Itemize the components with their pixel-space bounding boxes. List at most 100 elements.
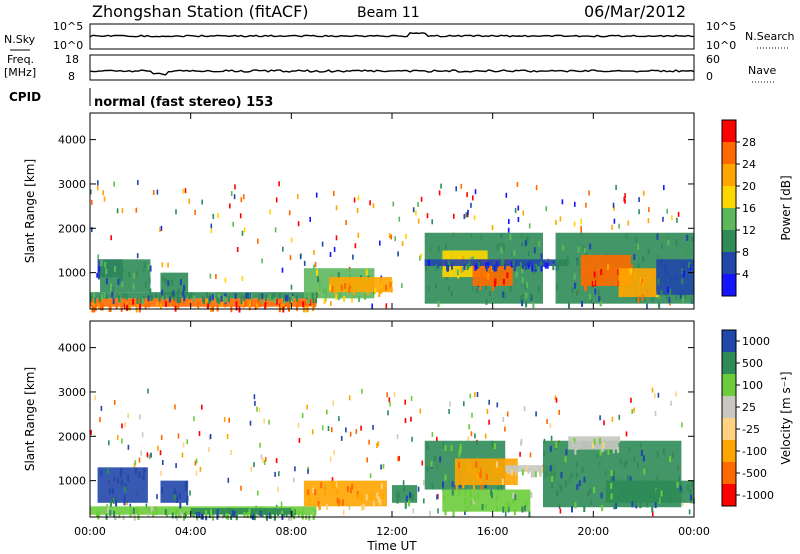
echo-cell: [446, 265, 449, 272]
echo-cell: [663, 264, 666, 271]
echo-cell: [302, 301, 305, 308]
colorbar-tick-label: 12: [742, 224, 756, 237]
echo-cell: [198, 512, 201, 519]
echo-cell: [514, 469, 517, 476]
echo-cell: [635, 499, 638, 506]
scatter-cell: [348, 395, 351, 401]
scatter-cell: [223, 416, 226, 422]
scatter-cell: [208, 447, 210, 452]
echo-cell: [502, 259, 505, 266]
scatter-cell: [335, 235, 338, 241]
echo-cell: [668, 497, 671, 504]
scatter-cell: [671, 215, 673, 221]
scatter-cell: [654, 410, 657, 416]
echo-cell: [112, 298, 115, 305]
echo-cell: [610, 470, 613, 477]
echo-cell: [500, 247, 503, 254]
scatter-cell: [677, 211, 680, 217]
scatter-cell: [121, 438, 123, 444]
echo-cell: [354, 277, 357, 284]
echo-cell: [273, 292, 276, 299]
colorbar-swatch: [722, 274, 736, 296]
echo-cell: [149, 265, 152, 272]
echo-cell: [110, 283, 113, 290]
scatter-cell: [611, 224, 613, 230]
echo-cell: [610, 266, 613, 273]
echo-cell: [317, 501, 320, 508]
scatter-cell: [198, 431, 201, 437]
scatter-cell: [333, 450, 336, 456]
echo-cell: [521, 276, 524, 283]
echo-cell: [380, 287, 383, 294]
scatter-cell: [423, 480, 425, 485]
scatter-cell: [448, 408, 450, 414]
echo-cell: [188, 293, 191, 300]
scatter-cell: [549, 423, 552, 429]
echo-cell: [662, 489, 665, 496]
scatter-cell: [156, 189, 159, 195]
echo-cell: [679, 495, 682, 502]
echo-cell: [138, 471, 141, 478]
echo-cell: [479, 284, 482, 291]
scatter-cell: [464, 510, 466, 515]
echo-cell: [97, 273, 100, 280]
echo-cell: [512, 497, 515, 504]
echo-cell: [233, 510, 236, 517]
scatter-cell: [651, 387, 654, 393]
scatter-cell: [282, 246, 284, 252]
echo-cell: [172, 300, 175, 307]
echo-cell: [142, 474, 145, 481]
echo-patch: [505, 465, 556, 472]
echo-cell: [105, 278, 108, 285]
echo-cell: [681, 268, 684, 275]
scatter-cell: [476, 392, 479, 397]
echo-cell: [667, 239, 670, 246]
echo-cell: [209, 509, 212, 516]
echo-cell: [112, 497, 115, 504]
power-data-layer: [90, 180, 694, 313]
echo-cell: [646, 501, 649, 508]
echo-cell: [488, 275, 491, 282]
scatter-cell: [618, 223, 620, 229]
echo-cell: [297, 300, 300, 307]
colorbar-tick-label: 24: [742, 158, 756, 171]
scatter-cell: [646, 303, 648, 309]
scatter-cell: [468, 424, 470, 430]
power-colorbar: 28 24 20 16 12 8 4 Power [dB]: [721, 119, 793, 297]
scatter-cell: [103, 196, 106, 202]
echo-cell: [208, 298, 211, 305]
echo-cell: [634, 273, 637, 280]
colorbar-swatch: [722, 230, 736, 252]
colorbar-tick-label: -1000: [742, 489, 774, 502]
echo-cell: [269, 293, 272, 300]
echo-cell: [312, 305, 315, 312]
echo-cell: [315, 269, 318, 276]
echo-cell: [390, 286, 393, 293]
echo-cell: [220, 508, 223, 515]
scatter-cell: [386, 392, 388, 398]
colorbar-tick-label: 16: [742, 202, 756, 215]
nave-tick-bottom: 0: [706, 70, 713, 83]
echo-cell: [315, 292, 318, 299]
echo-cell: [511, 469, 514, 476]
echo-cell: [166, 511, 169, 518]
echo-cell: [571, 506, 574, 513]
scatter-cell: [474, 433, 476, 439]
scatter-cell: [261, 258, 263, 264]
scatter-cell: [159, 450, 162, 456]
echo-cell: [291, 510, 294, 517]
scatter-cell: [137, 180, 139, 185]
echo-cell: [502, 291, 505, 298]
scatter-cell: [681, 422, 683, 428]
scatter-cell: [654, 393, 656, 399]
scatter-cell: [338, 416, 340, 422]
colorbar-tick-label: 25: [742, 401, 756, 414]
echo-cell: [579, 441, 582, 448]
scatter-cell: [329, 456, 332, 462]
echo-cell: [532, 471, 535, 478]
echo-cell: [382, 283, 385, 290]
scatter-cell: [453, 213, 455, 219]
echo-cell: [595, 436, 598, 443]
echo-cell: [656, 233, 659, 240]
